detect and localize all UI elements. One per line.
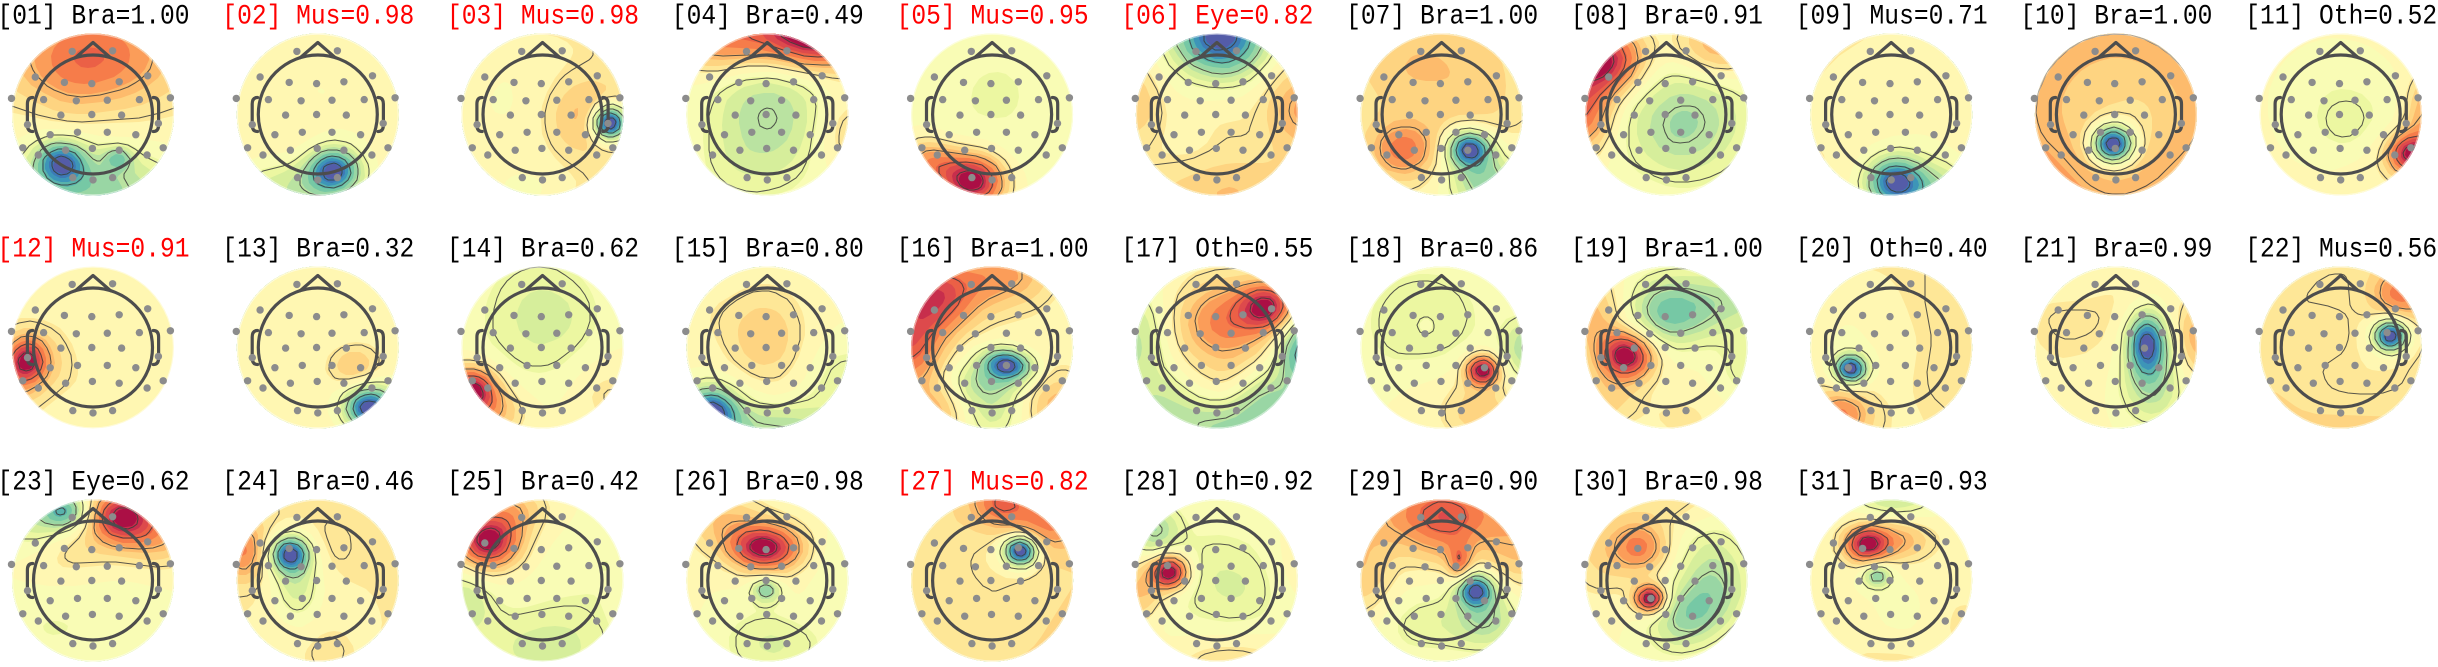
svg-text:[01] Bra=1.00: [01] Bra=1.00 (0, 2, 190, 33)
svg-text:[21] Bra=0.99: [21] Bra=0.99 (2020, 235, 2212, 266)
svg-text:[05] Mus=0.95: [05] Mus=0.95 (897, 2, 1089, 33)
svg-text:[30] Bra=0.98: [30] Bra=0.98 (1571, 468, 1763, 499)
svg-text:[24] Bra=0.46: [24] Bra=0.46 (222, 468, 414, 499)
svg-text:[17] Oth=0.55: [17] Oth=0.55 (1121, 235, 1313, 266)
svg-text:[15] Bra=0.80: [15] Bra=0.80 (672, 235, 864, 266)
svg-text:[11] Oth=0.52: [11] Oth=0.52 (2245, 2, 2437, 33)
svg-text:[04] Bra=0.49: [04] Bra=0.49 (672, 2, 864, 33)
svg-text:[16] Bra=1.00: [16] Bra=1.00 (897, 235, 1089, 266)
svg-text:[07] Bra=1.00: [07] Bra=1.00 (1346, 2, 1538, 33)
svg-text:[02] Mus=0.98: [02] Mus=0.98 (222, 2, 414, 33)
svg-text:[31] Bra=0.93: [31] Bra=0.93 (1796, 468, 1988, 499)
svg-text:[13] Bra=0.32: [13] Bra=0.32 (222, 235, 414, 266)
svg-text:[19] Bra=1.00: [19] Bra=1.00 (1571, 235, 1763, 266)
svg-text:[27] Mus=0.82: [27] Mus=0.82 (897, 468, 1089, 499)
svg-text:[09] Mus=0.71: [09] Mus=0.71 (1796, 2, 1988, 33)
svg-text:[26] Bra=0.98: [26] Bra=0.98 (672, 468, 864, 499)
svg-text:[18] Bra=0.86: [18] Bra=0.86 (1346, 235, 1538, 266)
svg-text:[10] Bra=1.00: [10] Bra=1.00 (2020, 2, 2212, 33)
svg-text:[29] Bra=0.90: [29] Bra=0.90 (1346, 468, 1538, 499)
svg-text:[25] Bra=0.42: [25] Bra=0.42 (447, 468, 639, 499)
svg-text:[06] Eye=0.82: [06] Eye=0.82 (1121, 2, 1313, 33)
svg-text:[14] Bra=0.62: [14] Bra=0.62 (447, 235, 639, 266)
svg-text:[12] Mus=0.91: [12] Mus=0.91 (0, 235, 190, 266)
svg-text:[22] Mus=0.56: [22] Mus=0.56 (2245, 235, 2437, 266)
svg-text:[08] Bra=0.91: [08] Bra=0.91 (1571, 2, 1763, 33)
svg-text:[23] Eye=0.62: [23] Eye=0.62 (0, 468, 190, 499)
svg-text:[20] Oth=0.40: [20] Oth=0.40 (1796, 235, 1988, 266)
svg-text:[03] Mus=0.98: [03] Mus=0.98 (447, 2, 639, 33)
svg-text:[28] Oth=0.92: [28] Oth=0.92 (1121, 468, 1313, 499)
